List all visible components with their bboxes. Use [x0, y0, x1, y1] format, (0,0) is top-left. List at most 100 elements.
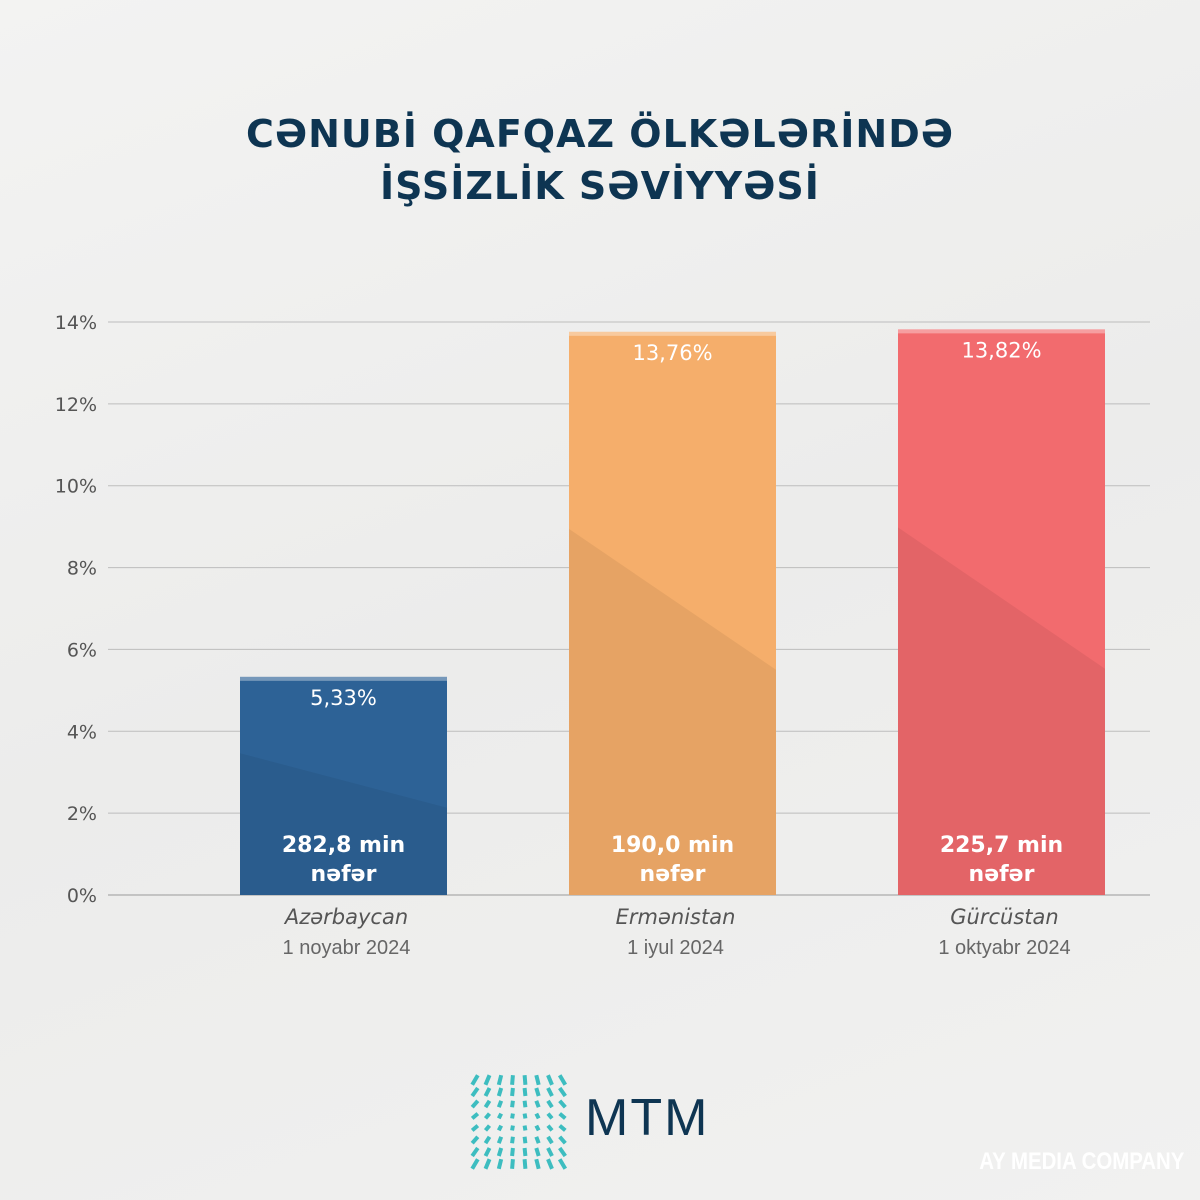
logo-ray [522, 1113, 528, 1119]
logo-ray [522, 1087, 528, 1097]
y-tick-label: 10% [55, 476, 97, 498]
logo-ray [546, 1099, 554, 1109]
logo-text: MTM [585, 1089, 710, 1147]
y-tick-label: 0% [67, 885, 97, 907]
category-label: Azərbaycan [283, 905, 408, 929]
logo-ray [546, 1147, 554, 1157]
chart-title-line2: İŞSİZLİK SƏVİYYƏSİ [380, 164, 820, 208]
people-label: 190,0 min [611, 833, 734, 858]
logo-ray [510, 1100, 515, 1108]
logo-ray [483, 1099, 492, 1109]
logo-ray [496, 1158, 504, 1170]
logo-ray [510, 1075, 515, 1085]
logo-ray [483, 1158, 492, 1170]
logo-ray [470, 1158, 480, 1170]
logo-ray [534, 1124, 541, 1132]
people-label: 225,7 min [940, 833, 1063, 858]
logo-ray [534, 1100, 541, 1108]
logo-ray [483, 1147, 492, 1157]
logo-ray [470, 1074, 480, 1086]
logo-ray [510, 1087, 515, 1097]
logo-ray [510, 1113, 515, 1119]
category-label: Ermənistan [616, 905, 736, 929]
logo-ray [496, 1087, 504, 1097]
bar [898, 329, 1105, 895]
logo-ray [470, 1135, 480, 1145]
logo-ray [510, 1159, 515, 1169]
logo-ray [470, 1124, 480, 1132]
people-unit: nəfər [311, 862, 377, 887]
people-label: 282,8 min [282, 833, 405, 858]
people-unit: nəfər [640, 862, 706, 887]
category-label: Gürcüstan [950, 905, 1058, 929]
logo-ray [534, 1136, 541, 1144]
y-tick-label: 4% [67, 721, 97, 743]
bar-highlight [569, 331, 776, 336]
logo-ray [534, 1074, 541, 1086]
logo-ray [470, 1112, 480, 1120]
logo-ray [510, 1136, 515, 1144]
y-tick-label: 8% [67, 558, 97, 580]
logo-ray [496, 1100, 504, 1108]
logo-ray [483, 1135, 492, 1145]
logo-ray [546, 1112, 554, 1120]
logo-ray [497, 1124, 503, 1132]
y-tick-label: 14% [55, 312, 97, 334]
bar-shade [240, 753, 447, 895]
logo-ray [522, 1125, 528, 1131]
logo-ray [557, 1158, 568, 1170]
logo-ray [496, 1147, 504, 1157]
bar-shade [898, 527, 1105, 895]
bar-shade [569, 528, 776, 895]
value-label: 13,76% [632, 341, 712, 365]
bar-highlight [898, 329, 1105, 334]
logo-ray [470, 1146, 480, 1158]
y-tick-label: 12% [55, 394, 97, 416]
logo-ray [483, 1074, 492, 1086]
date-label: 1 iyul 2024 [627, 937, 724, 959]
logo-ray [558, 1112, 567, 1120]
logo-ray [558, 1086, 567, 1098]
logo-ray [522, 1100, 528, 1108]
watermark: AY MEDIA COMPANY [978, 1148, 1184, 1175]
date-label: 1 oktyabr 2024 [938, 937, 1070, 959]
logo-ray [470, 1099, 480, 1109]
logo-ray [483, 1112, 492, 1120]
logo-ray [534, 1158, 541, 1170]
chart-title-line1: CƏNUBİ QAFQAZ ÖLKƏLƏRİNDƏ [245, 112, 955, 156]
logo-ray [522, 1075, 528, 1085]
logo-ray [497, 1112, 503, 1120]
people-unit: nəfər [969, 862, 1035, 887]
logo-ray [483, 1087, 492, 1097]
logo-ray [534, 1147, 541, 1157]
bar [569, 331, 776, 895]
logo-ray [483, 1124, 492, 1132]
logo-ray [522, 1159, 528, 1169]
logo-ray [546, 1135, 554, 1145]
value-label: 5,33% [310, 686, 377, 710]
logo-ray [546, 1124, 554, 1132]
logo-ray [534, 1087, 541, 1097]
logo-ray [522, 1147, 528, 1157]
logo-ray [510, 1125, 515, 1131]
logo-ray [557, 1074, 568, 1086]
value-label: 13,82% [961, 338, 1041, 362]
logo-ray [496, 1074, 504, 1086]
date-label: 1 noyabr 2024 [283, 937, 411, 959]
logo-ray [470, 1086, 480, 1098]
y-tick-label: 6% [67, 639, 97, 661]
logo-ray [558, 1099, 567, 1109]
logo-ray [546, 1074, 554, 1086]
logo-ray [522, 1136, 528, 1144]
logo-ray [534, 1112, 541, 1120]
logo-ray [558, 1124, 567, 1132]
logo-ray [496, 1136, 504, 1144]
logo-ray [558, 1135, 567, 1145]
bar-highlight [240, 676, 447, 681]
logo-ray [510, 1147, 515, 1157]
logo-ray [546, 1158, 554, 1170]
logo-ray [558, 1146, 567, 1158]
bar [240, 676, 447, 895]
